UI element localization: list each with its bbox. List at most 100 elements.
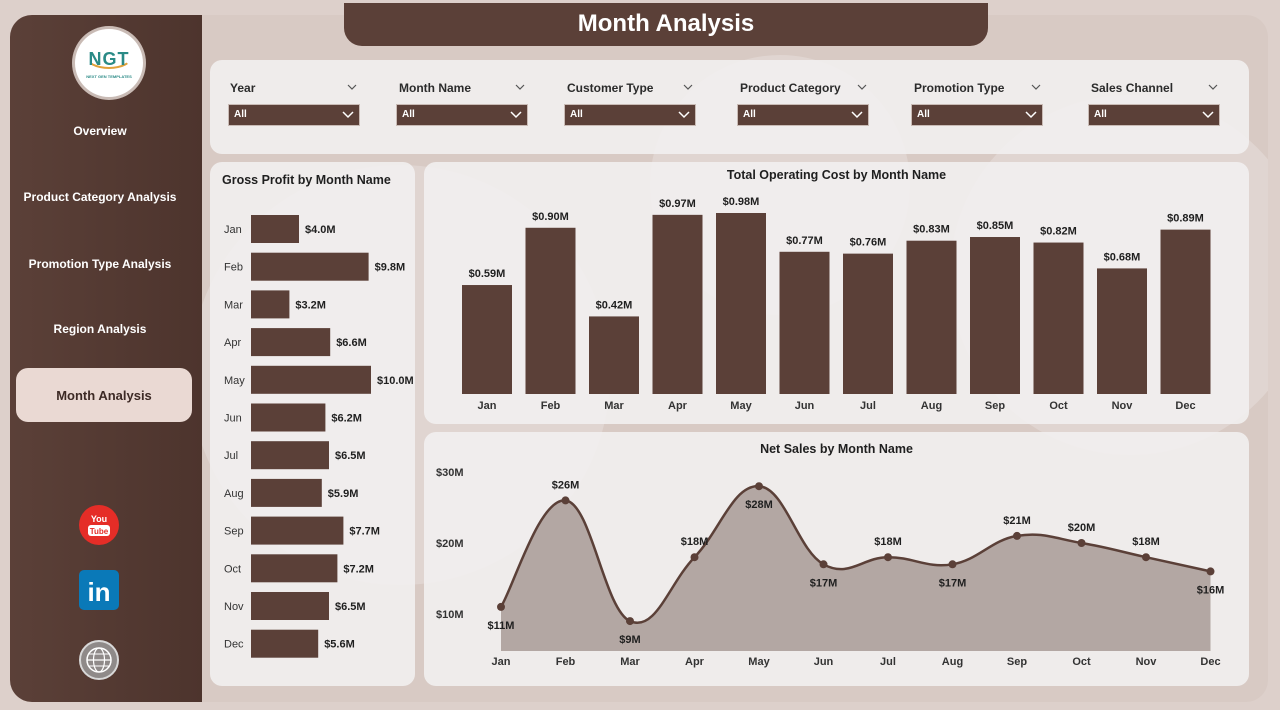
x-tick-label: Aug — [942, 656, 963, 668]
y-tick-label: Mar — [224, 299, 243, 311]
data-label: $16M — [1197, 584, 1225, 596]
data-label: $10.0M — [377, 375, 414, 387]
filter-customer-type-dropdown[interactable]: All — [564, 104, 696, 126]
y-tick-label: Dec — [224, 639, 244, 651]
sidebar-item-product-category[interactable]: Product Category Analysis — [23, 190, 177, 204]
data-label: $0.89M — [1167, 213, 1204, 225]
chevron-down-icon[interactable] — [1207, 81, 1219, 93]
chevron-down-icon[interactable] — [346, 81, 358, 93]
filter-promotion-type-value: All — [917, 109, 930, 120]
y-tick-label: Aug — [224, 488, 244, 500]
chevron-down-icon — [851, 111, 863, 119]
bar — [251, 365, 371, 394]
filter-promotion-type-label: Promotion Type — [914, 81, 1005, 95]
youtube-icon[interactable]: You Tube — [78, 504, 120, 546]
bar — [251, 252, 369, 281]
bar — [1033, 242, 1084, 394]
data-point — [1013, 531, 1021, 540]
data-point — [884, 553, 892, 562]
data-label: $6.6M — [336, 337, 367, 349]
bar — [525, 227, 576, 394]
y-tick-label: Jun — [224, 413, 242, 425]
data-label: $0.85M — [977, 220, 1014, 232]
x-tick-label: Oct — [1072, 656, 1091, 668]
y-tick-label: $30M — [436, 467, 464, 479]
linkedin-text: in — [87, 577, 110, 607]
data-label: $11M — [488, 620, 515, 632]
data-label: $28M — [745, 499, 773, 511]
data-label: $0.90M — [532, 211, 569, 223]
chevron-down-icon[interactable] — [682, 81, 694, 93]
filter-customer-type-label: Customer Type — [567, 81, 654, 95]
x-tick-label: Feb — [541, 400, 561, 412]
bar — [251, 215, 299, 243]
globe-icon[interactable] — [79, 640, 119, 680]
filter-year-value: All — [234, 109, 247, 120]
x-tick-label: Nov — [1136, 656, 1158, 668]
data-label: $18M — [874, 536, 902, 548]
bar — [251, 403, 326, 432]
operating-cost-panel: Total Operating Cost by Month Name $0.59… — [424, 162, 1249, 424]
company-logo[interactable]: NGT NEXT GEN TEMPLATES — [75, 29, 143, 97]
linkedin-icon[interactable]: in — [79, 570, 119, 610]
x-tick-label: Jun — [795, 400, 815, 412]
bar — [779, 251, 830, 394]
data-label: $0.98M — [723, 196, 760, 208]
data-label: $7.2M — [343, 563, 374, 575]
bar — [251, 592, 329, 620]
chevron-down-icon[interactable] — [1030, 81, 1042, 93]
filter-sales-channel-value: All — [1094, 109, 1107, 120]
operating-cost-title: Total Operating Cost by Month Name — [726, 168, 947, 182]
chevron-down-icon[interactable] — [514, 81, 526, 93]
bar — [716, 213, 766, 394]
y-tick-label: May — [224, 375, 245, 387]
page-title: Month Analysis — [344, 3, 988, 46]
sidebar-item-region[interactable]: Region Analysis — [53, 322, 147, 336]
y-tick-label: Sep — [224, 526, 244, 538]
data-point — [819, 560, 828, 569]
data-label: $0.97M — [659, 198, 696, 210]
filter-year-dropdown[interactable]: All — [228, 104, 360, 126]
bar — [589, 316, 639, 394]
x-tick-label: Nov — [1112, 400, 1134, 412]
data-label: $17M — [810, 577, 838, 589]
bar — [652, 214, 703, 394]
data-label: $0.59M — [469, 268, 506, 280]
bar — [970, 237, 1020, 394]
chevron-down-icon — [1025, 111, 1037, 119]
x-tick-label: Feb — [556, 656, 576, 668]
x-tick-label: Sep — [1007, 656, 1027, 668]
bar — [1097, 268, 1147, 394]
bar — [462, 285, 512, 394]
y-tick-label: $20M — [436, 538, 464, 550]
chevron-down-icon — [342, 111, 354, 119]
sidebar-item-promotion-type[interactable]: Promotion Type Analysis — [28, 257, 172, 271]
net-sales-chart: $10M $20M $30M $11M Jan $26M Feb $9M Mar $18M Apr $… — [436, 467, 1225, 668]
filter-product-category-value: All — [743, 109, 756, 120]
x-tick-label: Dec — [1175, 400, 1195, 412]
x-tick-label: Apr — [668, 400, 688, 412]
x-tick-label: Jan — [492, 656, 511, 668]
filter-month-dropdown[interactable]: All — [396, 104, 528, 126]
bar — [251, 629, 319, 658]
data-point — [948, 560, 957, 569]
filter-promotion-type-dropdown[interactable]: All — [911, 104, 1043, 126]
data-label: $6.5M — [335, 450, 366, 462]
sidebar-item-month-analysis[interactable]: Month Analysis — [16, 368, 192, 422]
y-tick-label: Jul — [224, 450, 238, 462]
data-point — [1142, 553, 1150, 562]
youtube-you-text: You — [91, 514, 107, 524]
data-label: $7.7M — [349, 526, 380, 538]
chevron-down-icon — [1202, 111, 1214, 119]
chevron-down-icon[interactable] — [856, 81, 868, 93]
data-label: $0.42M — [596, 299, 633, 311]
filter-product-category-dropdown[interactable]: All — [737, 104, 869, 126]
area-fill — [501, 486, 1211, 651]
x-tick-label: Jul — [880, 656, 896, 668]
data-label: $0.82M — [1040, 226, 1077, 238]
y-tick-label: Feb — [224, 262, 243, 274]
gross-profit-panel: Gross Profit by Month Name Jan $4.0M Feb $9… — [210, 162, 415, 686]
sidebar-item-overview[interactable]: Overview — [73, 124, 127, 138]
filter-sales-channel-dropdown[interactable]: All — [1088, 104, 1220, 126]
data-label: $9.8M — [375, 262, 406, 274]
